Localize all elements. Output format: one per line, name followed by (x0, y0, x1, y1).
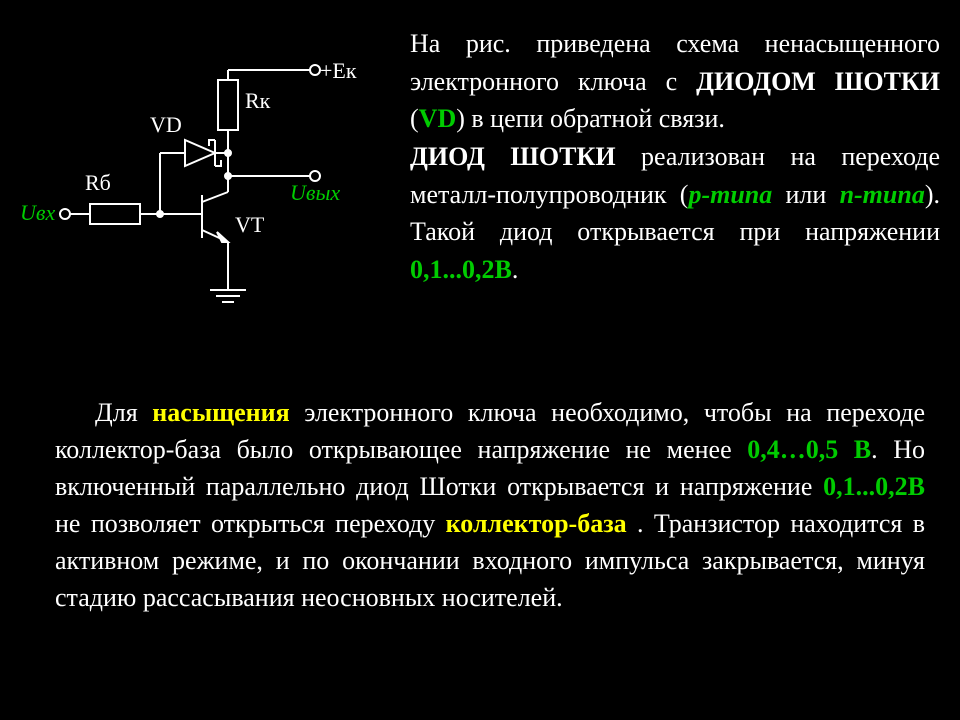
t: p-типа (688, 180, 772, 209)
t: . (512, 255, 519, 284)
text-block-bottom: Для насыщения электронного ключа необход… (55, 395, 925, 616)
t: VD (419, 104, 457, 133)
t: 0,4…0,5 В (747, 435, 871, 464)
label-uin: Uвх (20, 200, 55, 226)
paragraph-1: На рис. приведена схема ненасы­щенного э… (410, 25, 940, 138)
label-ek: +Ек (320, 58, 357, 84)
t: ) в цепи обратной связи. (456, 104, 725, 133)
label-vt: VT (235, 212, 264, 238)
t: не позволяет открыться переходу (55, 509, 446, 538)
t: n-типа (840, 180, 925, 209)
slide: +Ек Rк VD Rб Uвх Uвых VT На рис. приведе… (0, 0, 960, 720)
t: или (772, 180, 839, 209)
t: 0,1...0,2В (410, 255, 512, 284)
label-rk: Rк (245, 88, 270, 114)
t: ДИОД ШОТКИ (410, 142, 616, 171)
t: насыщения (152, 398, 289, 427)
paragraph-3: Для насыщения электронного ключа необход… (55, 395, 925, 616)
t: ДИОДОМ ШОТКИ (696, 67, 940, 96)
schematic-diagram: +Ек Rк VD Rб Uвх Uвых VT (20, 30, 400, 340)
t: 0,1...0,2В (823, 472, 925, 501)
paragraph-2: ДИОД ШОТКИ реализован на переходе металл… (410, 138, 940, 289)
t: коллектор-база (446, 509, 627, 538)
label-vd: VD (150, 112, 182, 138)
t: ( (410, 104, 419, 133)
label-uout: Uвых (290, 180, 340, 206)
label-rb: Rб (85, 170, 111, 196)
t: Для (95, 398, 152, 427)
text-block-right: На рис. приведена схема ненасы­щенного э… (410, 25, 940, 289)
